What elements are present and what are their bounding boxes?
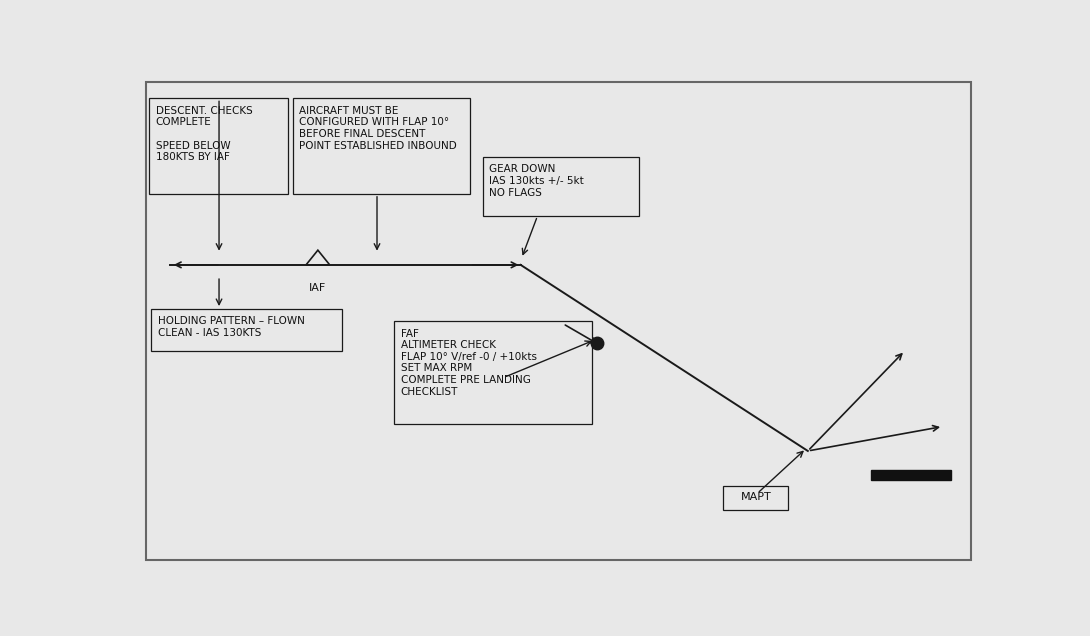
Text: GEAR DOWN
IAS 130kts +/- 5kt
NO FLAGS: GEAR DOWN IAS 130kts +/- 5kt NO FLAGS bbox=[489, 165, 584, 198]
Bar bbox=[292, 99, 470, 194]
Text: AIRCRAFT MUST BE
CONFIGURED WITH FLAP 10°
BEFORE FINAL DESCENT
POINT ESTABLISHED: AIRCRAFT MUST BE CONFIGURED WITH FLAP 10… bbox=[300, 106, 457, 151]
Text: HOLDING PATTERN – FLOWN
CLEAN - IAS 130KTS: HOLDING PATTERN – FLOWN CLEAN - IAS 130K… bbox=[158, 316, 305, 338]
Text: FAF
ALTIMETER CHECK
FLAP 10° V/ref -0 / +10kts
SET MAX RPM
COMPLETE PRE LANDING
: FAF ALTIMETER CHECK FLAP 10° V/ref -0 / … bbox=[401, 329, 536, 396]
Text: DESCENT. CHECKS
COMPLETE

SPEED BELOW
180KTS BY IAF: DESCENT. CHECKS COMPLETE SPEED BELOW 180… bbox=[156, 106, 253, 162]
Bar bbox=[724, 486, 788, 509]
Text: MAPT: MAPT bbox=[740, 492, 772, 502]
Bar bbox=[871, 469, 952, 480]
Bar bbox=[152, 309, 341, 350]
Bar bbox=[483, 157, 639, 216]
Bar bbox=[393, 321, 593, 424]
Bar bbox=[149, 99, 288, 194]
Text: IAF: IAF bbox=[310, 283, 327, 293]
